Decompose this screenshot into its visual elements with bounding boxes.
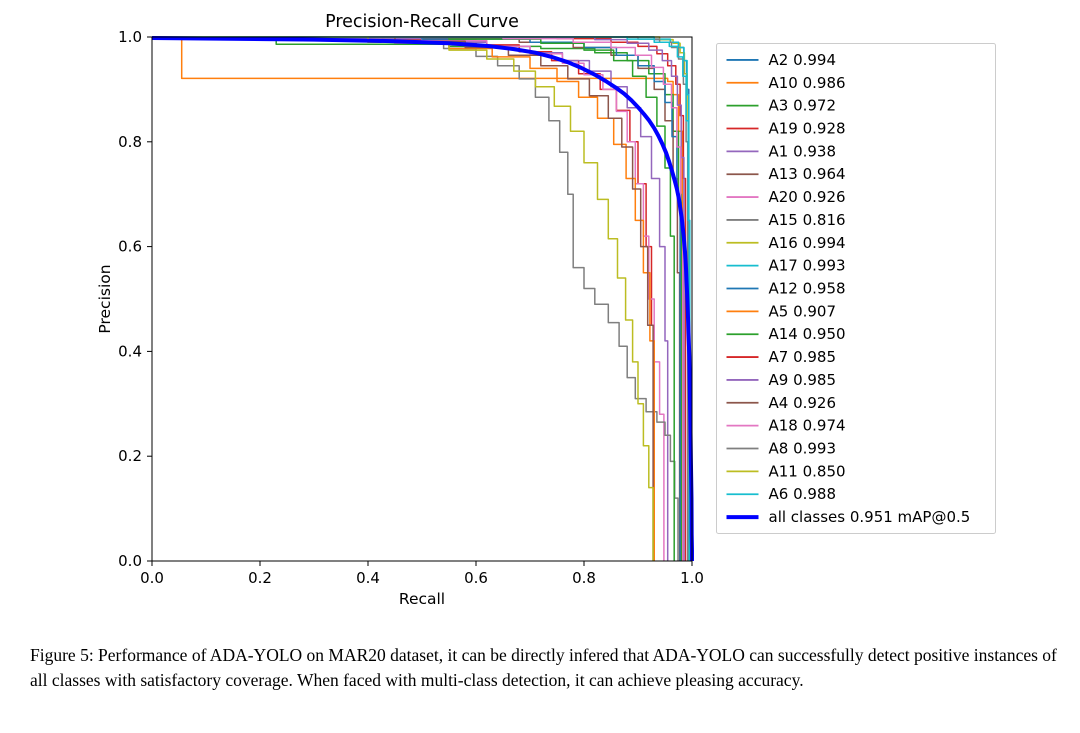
x-tick-label: 0.2 [248,569,272,587]
series-lines [151,36,694,561]
y-axis-label: Precision [96,264,114,333]
y-tick-label: 1.0 [118,28,142,46]
x-tick-label: 0.6 [464,569,488,587]
legend-entry: A18 0.974 [726,417,846,435]
legend-label: A1 0.938 [769,142,837,160]
legend-entry: A4 0.926 [726,394,837,412]
legend-label: A19 0.928 [769,120,846,138]
axis-ticks: 0.0 0.2 0.4 0.6 0.8 1.0 0.0 0.2 0.4 0.6 0.8 1.0 [118,28,704,587]
series-a15 [152,36,679,561]
legend-label: A4 0.926 [769,394,837,412]
y-tick-label: 0.8 [118,133,142,151]
series-a20 [152,36,665,561]
series-a11 [152,36,654,561]
legend-label: A20 0.926 [769,188,846,206]
series-a12 [152,36,681,561]
legend-entry: A16 0.994 [726,234,846,252]
legend-entry: A17 0.993 [726,257,846,275]
series-a3 [152,36,682,561]
series-a19 [152,36,655,561]
legend-entry: A15 0.816 [726,211,846,229]
series-a4 [152,36,654,561]
legend-label: A10 0.986 [769,74,846,92]
legend-label: A12 0.958 [769,280,846,298]
series-a10 [152,36,684,561]
legend-entry: A3 0.972 [726,97,837,115]
x-tick-label: 0.0 [140,569,164,587]
legend-label: A13 0.964 [769,165,846,183]
pr-curve-chart: Precision-Recall Curve Recall Precision … [96,12,996,608]
legend-entry: all classes 0.951 mAP@0.5 [726,508,971,526]
legend-label: A18 0.974 [769,417,846,435]
legend-entry: A7 0.985 [726,348,837,366]
legend-entry: A8 0.993 [726,440,837,458]
legend-label: A8 0.993 [769,440,837,458]
legend-entry: A10 0.986 [726,74,846,92]
x-tick-label: 1.0 [680,569,704,587]
legend-label: A3 0.972 [769,97,837,115]
legend-label: A2 0.994 [769,51,837,69]
legend-entry: A20 0.926 [726,188,846,206]
legend-label: all classes 0.951 mAP@0.5 [769,508,971,526]
legend-label: A11 0.850 [769,462,846,480]
legend-label: A5 0.907 [769,302,837,320]
series-a18 [152,36,684,561]
x-tick-label: 0.4 [356,569,380,587]
x-axis-label: Recall [399,590,445,608]
legend: A2 0.994 A10 0.986 A3 0.972 A19 0.928 A1 0.9… [716,43,996,534]
legend-entry: A14 0.950 [726,325,846,343]
legend-label: A15 0.816 [769,211,846,229]
y-tick-label: 0.6 [118,238,142,256]
legend-entry: A12 0.958 [726,280,846,298]
y-tick-label: 0.0 [118,552,142,570]
series-a1 [152,36,669,561]
y-tick-label: 0.2 [118,447,142,465]
series-a5 [152,36,655,561]
series-a6 [152,36,691,561]
figure-caption: Figure 5: Performance of ADA-YOLO on MAR… [30,645,1057,691]
legend-label: A14 0.950 [769,325,846,343]
plot-border [151,36,693,562]
series-a8 [152,36,689,561]
legend-entry: A1 0.938 [726,142,837,160]
legend-label: A6 0.988 [769,485,837,503]
series-all-classes [151,36,694,561]
legend-entry: A2 0.994 [726,51,837,69]
x-tick-label: 0.8 [572,569,596,587]
legend-label: A7 0.985 [769,348,837,366]
legend-entry: A13 0.964 [726,165,846,183]
chart-title: Precision-Recall Curve [325,12,519,32]
legend-label: A16 0.994 [769,234,846,252]
series-a7 [152,36,687,561]
legend-label: A9 0.985 [769,371,837,389]
legend-entry: A19 0.928 [726,120,846,138]
y-tick-label: 0.4 [118,342,142,360]
legend-entry: A11 0.850 [726,462,846,480]
legend-entry: A6 0.988 [726,485,837,503]
legend-entry: A5 0.907 [726,302,837,320]
series-a9 [152,36,685,561]
series-a14 [152,36,675,561]
series-a13 [152,36,681,561]
legend-label: A17 0.993 [769,257,846,275]
legend-box [716,43,996,534]
legend-entry: A9 0.985 [726,371,837,389]
